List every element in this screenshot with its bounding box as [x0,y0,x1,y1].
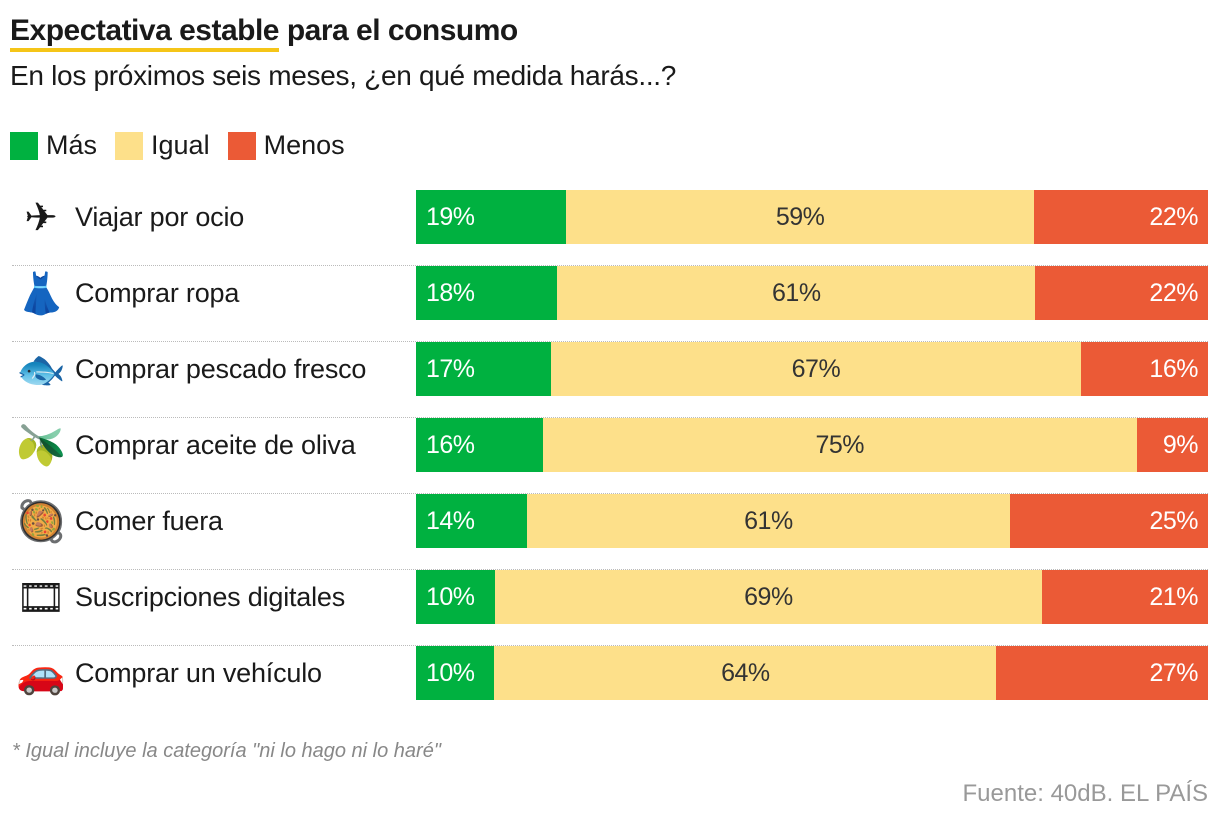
legend-item-más: Más [10,130,97,161]
bar-segment-igual: 64% [494,646,997,700]
stacked-bar: 19% 59% 22% [416,190,1208,244]
legend-label: Más [46,130,98,160]
stacked-bar: 16% 75% 9% [416,418,1208,472]
category-label: Viajar por ocio [75,202,245,232]
legend-swatch [227,131,256,160]
title-rest: para el consumo [278,14,518,47]
bar-segment-más: 16% [416,418,543,472]
stacked-bar: 18% 61% 22% [416,266,1208,320]
bar-segment-igual: 69% [495,570,1042,624]
bar-segment-menos: 16% [1081,342,1208,396]
bar-row: ✈ Viajar por ocio 19% 59% 22% [12,190,1208,266]
legend-swatch [115,131,144,160]
bar-segment-menos: 22% [1033,190,1208,244]
bar-row: 🚗 Comprar un vehículo 10% 64% 27% [12,646,1208,722]
row-divider [12,417,1208,418]
bar-segment-menos: 22% [1035,266,1208,320]
legend-label: Menos [263,130,345,160]
olive-icon: 🫒 [16,424,66,468]
row-divider [12,341,1208,342]
paella-icon: 🥘 [16,500,66,544]
bar-row: 👗 Comprar ropa 18% 61% 22% [12,266,1208,342]
row-divider [12,265,1208,266]
category-label: Comprar ropa [75,278,240,308]
legend-item-igual: Igual [115,130,210,161]
bar-segment-menos: 9% [1136,418,1208,472]
row-divider [12,569,1208,570]
legend-label: Igual [151,130,210,160]
bar-segment-igual: 61% [526,494,1010,548]
bar-segment-igual: 59% [566,190,1034,244]
category-label: Comer fuera [75,506,223,536]
bar-segment-más: 14% [416,494,527,548]
stacked-bar: 10% 64% 27% [416,646,1208,700]
bar-segment-menos: 25% [1009,494,1208,548]
category-label: Comprar aceite de oliva [75,430,356,460]
chart-subtitle: En los próximos seis meses, ¿en qué medi… [10,60,677,91]
fish-icon: 🐟 [16,348,66,392]
car-icon: 🚗 [16,652,66,696]
dress-icon: 👗 [16,272,66,316]
title-highlight: Expectativa estable [10,14,279,52]
legend-swatch [10,131,38,160]
bar-segment-igual: 61% [557,266,1036,320]
row-divider [12,645,1208,646]
chart-title: Expectativa estable para el consumo [10,14,518,52]
film-icon: 🎞 [15,576,67,620]
bar-segment-más: 18% [416,266,558,320]
bar-segment-igual: 67% [550,342,1082,396]
stacked-bar: 14% 61% 25% [416,494,1208,548]
bar-row: 🫒 Comprar aceite de oliva 16% 75% 9% [12,418,1208,494]
bar-row: 🐟 Comprar pescado fresco 17% 67% 16% [12,342,1208,418]
bar-segment-igual: 75% [542,418,1137,472]
category-label: Suscripciones digitales [75,582,346,612]
category-label: Comprar un vehículo [75,658,322,688]
bar-segment-menos: 21% [1041,570,1208,624]
category-label: Comprar pescado fresco [75,354,367,384]
airplane-icon: ✈ [24,196,58,240]
bar-row: 🎞 Suscripciones digitales 10% 69% 21% [12,570,1208,646]
footnote: * Igual incluye la categoría "ni lo hago… [12,740,441,762]
source: Fuente: 40dB. EL PAÍS [962,780,1208,807]
bar-segment-más: 17% [416,342,551,396]
row-divider [12,493,1208,494]
legend: Más Igual Menos [10,130,345,161]
stacked-bar: 10% 69% 21% [416,570,1208,624]
stacked-bar: 17% 67% 16% [416,342,1208,396]
bar-segment-más: 10% [416,570,496,624]
bar-segment-más: 19% [416,190,567,244]
bar-row: 🥘 Comer fuera 14% 61% 25% [12,494,1208,570]
legend-item-menos: Menos [227,130,345,161]
bar-segment-menos: 27% [996,646,1208,700]
bar-segment-más: 10% [416,646,495,700]
